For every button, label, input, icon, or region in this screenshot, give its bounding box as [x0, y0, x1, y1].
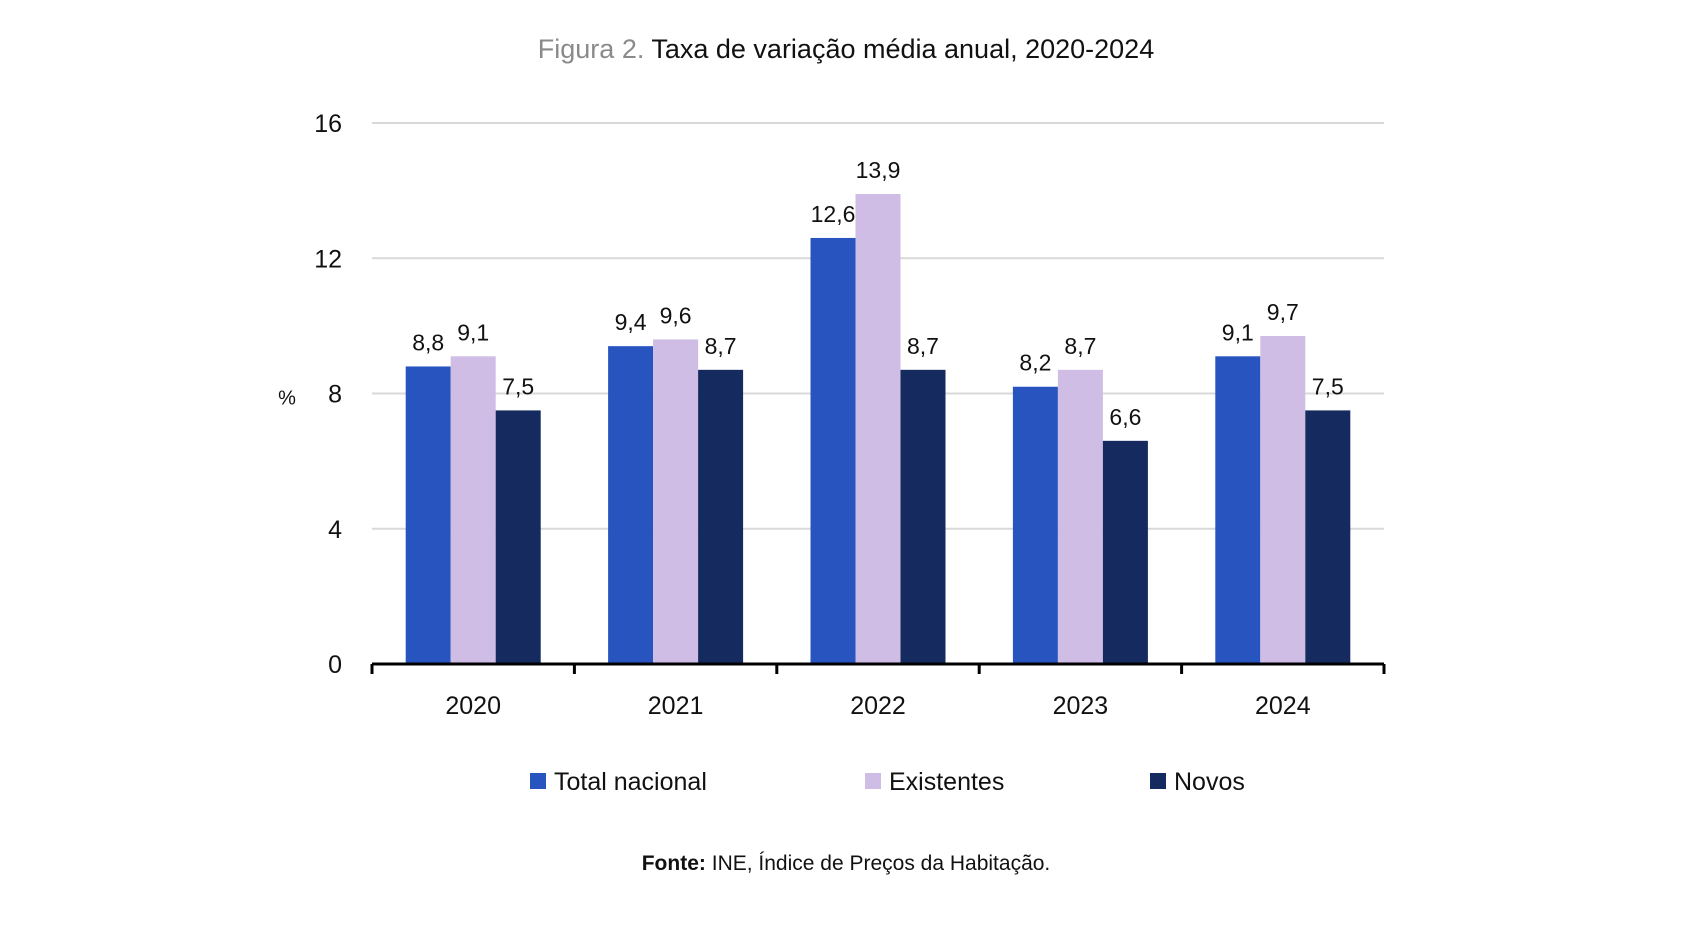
data-label: 8,7 — [907, 333, 939, 359]
x-tick-label: 2024 — [1255, 692, 1311, 720]
bar — [1215, 356, 1261, 664]
legend-swatch — [1150, 773, 1166, 789]
y-tick-label: 0 — [328, 651, 342, 679]
legend-swatch — [530, 773, 546, 789]
data-label: 13,9 — [856, 157, 901, 183]
data-label: 9,7 — [1267, 299, 1299, 325]
figure-label: Figura 2. — [537, 34, 645, 64]
legend-swatch — [865, 773, 881, 789]
data-label: 9,1 — [457, 319, 489, 345]
source-text: INE, Índice de Preços da Habitação. — [711, 852, 1051, 875]
bar — [405, 366, 451, 664]
data-label: 8,7 — [1064, 333, 1096, 359]
y-tick-label: 12 — [314, 245, 342, 273]
x-tick-label: 2022 — [850, 692, 906, 720]
bar — [608, 346, 654, 664]
x-tick-label: 2021 — [648, 692, 704, 720]
data-label: 8,2 — [1019, 350, 1051, 376]
x-tick-label: 2023 — [1053, 692, 1109, 720]
data-label: 7,5 — [1312, 373, 1344, 399]
bar — [1012, 386, 1058, 664]
bar — [495, 410, 541, 664]
y-tick-label: 8 — [328, 381, 342, 409]
bar — [653, 339, 699, 664]
y-tick-label: 16 — [314, 110, 342, 138]
source-note: Fonte: INE, Índice de Preços da Habitaçã… — [0, 852, 1692, 876]
chart-title: Figura 2. Taxa de variação média anual, … — [0, 34, 1692, 65]
bar — [1305, 410, 1351, 664]
y-axis-label: % — [278, 388, 296, 410]
bar — [450, 356, 496, 664]
legend-label: Novos — [1174, 768, 1245, 796]
data-label: 7,5 — [502, 373, 534, 399]
bar — [855, 194, 901, 664]
bar — [1102, 440, 1148, 664]
figure-title: Taxa de variação média anual, 2020-2024 — [651, 34, 1155, 64]
bar — [1260, 336, 1306, 664]
bar — [900, 369, 946, 664]
source-label: Fonte: — [641, 852, 706, 875]
bar — [810, 237, 856, 664]
legend-label: Existentes — [889, 768, 1004, 796]
data-label: 9,6 — [660, 302, 692, 328]
x-tick-label: 2020 — [445, 692, 501, 720]
bar — [698, 369, 744, 664]
data-label: 9,4 — [615, 309, 647, 335]
data-label: 8,7 — [705, 333, 737, 359]
data-label: 9,1 — [1222, 319, 1254, 345]
bar — [1057, 369, 1103, 664]
data-label: 12,6 — [811, 201, 856, 227]
y-tick-label: 4 — [328, 516, 342, 544]
legend-label: Total nacional — [554, 768, 707, 796]
data-label: 6,6 — [1109, 404, 1141, 430]
data-label: 8,8 — [412, 329, 444, 355]
